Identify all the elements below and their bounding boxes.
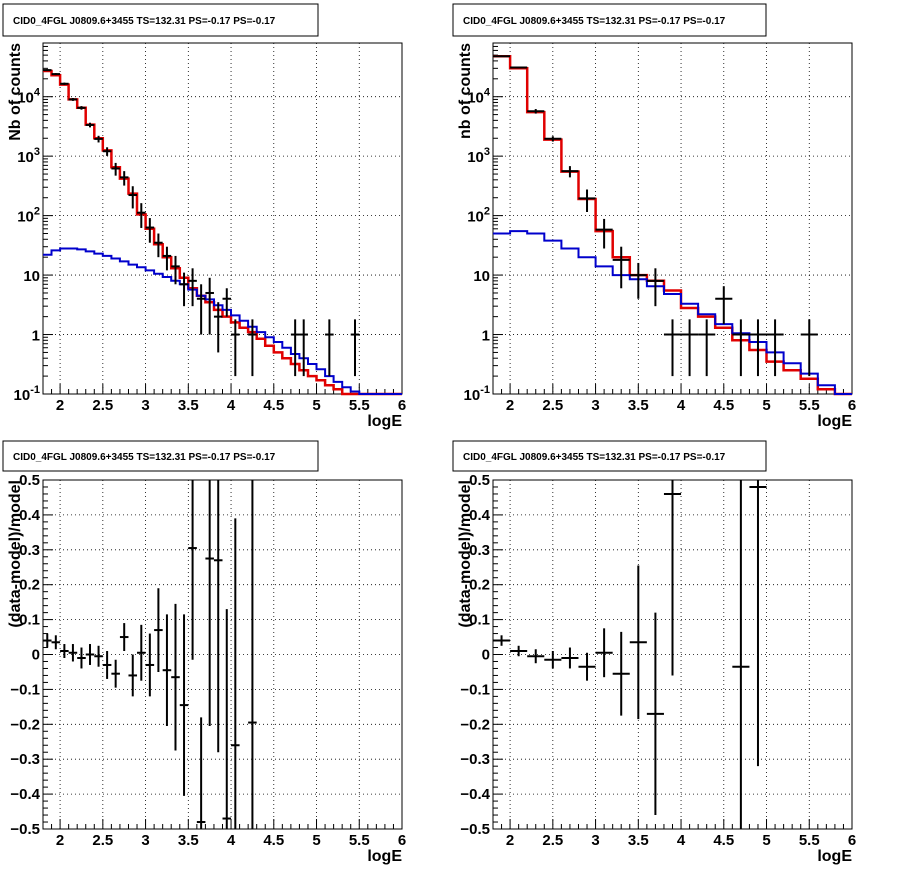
x-tick-label: 4 bbox=[677, 397, 686, 414]
background-model-histogram bbox=[43, 247, 402, 395]
y-tick-label: 1 bbox=[32, 328, 40, 345]
chart-title: CID0_4FGL J0809.6+3455 TS=132.31 PS=-0.1… bbox=[13, 452, 276, 463]
x-tick-label: 2.5 bbox=[92, 832, 113, 849]
x-tick-label: 6 bbox=[848, 832, 856, 849]
y-tick-label: 10 bbox=[473, 268, 490, 285]
x-tick-label: 5 bbox=[762, 832, 770, 849]
chart-panel-4: CID0_4FGL J0809.6+3455 TS=132.31 PS=-0.1… bbox=[452, 440, 856, 865]
x-tick-label: 3 bbox=[141, 832, 149, 849]
x-tick-label: 6 bbox=[398, 832, 406, 849]
x-tick-label: 2.5 bbox=[542, 397, 563, 414]
chart-panel-1: CID0_4FGL J0809.6+3455 TS=132.31 PS=-0.1… bbox=[2, 3, 406, 430]
y-tick-label: 0.3 bbox=[469, 542, 490, 559]
title-box bbox=[2, 3, 319, 37]
y-tick-label: 0.5 bbox=[469, 472, 490, 489]
plot-frame bbox=[42, 42, 403, 395]
background-model-histogram bbox=[493, 230, 852, 395]
y-tick-label: −0.5 bbox=[460, 821, 490, 838]
y-tick-label: 0.4 bbox=[469, 507, 491, 524]
chart-title: CID0_4FGL J0809.6+3455 TS=132.31 PS=-0.1… bbox=[463, 16, 726, 27]
y-tick-label: 103 bbox=[467, 146, 490, 166]
y-tick-label: 10 bbox=[23, 268, 40, 285]
x-tick-label: 5 bbox=[762, 397, 770, 414]
y-tick-label: −0.1 bbox=[460, 681, 490, 698]
x-tick-label: 3 bbox=[591, 397, 599, 414]
chart-title: CID0_4FGL J0809.6+3455 TS=132.31 PS=-0.1… bbox=[13, 16, 276, 27]
y-tick-label: −0.1 bbox=[10, 681, 40, 698]
x-tick-label: 5 bbox=[312, 397, 320, 414]
y-tick-label: 10-1 bbox=[14, 384, 40, 404]
y-tick-label: −0.4 bbox=[10, 786, 40, 803]
x-tick-label: 5 bbox=[312, 832, 320, 849]
x-axis-label: logE bbox=[367, 413, 402, 430]
y-tick-label: 0.2 bbox=[469, 577, 490, 594]
x-tick-label: 2.5 bbox=[542, 832, 563, 849]
x-tick-label: 6 bbox=[398, 397, 406, 414]
y-tick-label: −0.2 bbox=[460, 716, 490, 733]
total-model-histogram bbox=[43, 69, 402, 396]
y-tick-label: 0 bbox=[482, 647, 490, 664]
x-tick-label: 3.5 bbox=[628, 397, 649, 414]
chart-title: CID0_4FGL J0809.6+3455 TS=132.31 PS=-0.1… bbox=[463, 452, 726, 463]
y-tick-label: 0 bbox=[32, 647, 40, 664]
x-tick-label: 4 bbox=[227, 832, 236, 849]
y-axis-label: nb of counts bbox=[457, 43, 474, 139]
x-tick-label: 2 bbox=[56, 397, 64, 414]
y-axis-label: Nb of counts bbox=[7, 43, 24, 141]
x-tick-label: 3.5 bbox=[178, 832, 199, 849]
chart-panel-2: CID0_4FGL J0809.6+3455 TS=132.31 PS=-0.1… bbox=[452, 3, 856, 430]
x-tick-label: 6 bbox=[848, 397, 856, 414]
title-box bbox=[452, 440, 767, 472]
x-tick-label: 5.5 bbox=[349, 832, 370, 849]
x-tick-label: 2 bbox=[506, 397, 514, 414]
y-tick-label: 102 bbox=[467, 206, 490, 226]
x-tick-label: 3 bbox=[591, 832, 599, 849]
y-tick-label: 0.3 bbox=[19, 542, 40, 559]
y-tick-label: −0.4 bbox=[460, 786, 490, 803]
chart-panel-3: CID0_4FGL J0809.6+3455 TS=132.31 PS=-0.1… bbox=[2, 440, 406, 865]
x-axis-label: logE bbox=[817, 848, 852, 865]
y-tick-label: 0.4 bbox=[19, 507, 41, 524]
y-tick-label: 103 bbox=[17, 146, 40, 166]
x-tick-label: 5.5 bbox=[799, 832, 820, 849]
y-tick-label: 102 bbox=[17, 206, 40, 226]
y-tick-label: −0.5 bbox=[10, 821, 40, 838]
x-tick-label: 3 bbox=[141, 397, 149, 414]
x-tick-label: 5.5 bbox=[799, 397, 820, 414]
x-tick-label: 2 bbox=[506, 832, 514, 849]
x-tick-label: 4 bbox=[677, 832, 686, 849]
x-tick-label: 2 bbox=[56, 832, 64, 849]
y-tick-label: −0.3 bbox=[10, 751, 40, 768]
title-box bbox=[452, 3, 767, 37]
y-tick-label: 0.2 bbox=[19, 577, 40, 594]
x-tick-label: 3.5 bbox=[628, 832, 649, 849]
x-tick-label: 5.5 bbox=[349, 397, 370, 414]
y-axis-label: (data-model)/model bbox=[457, 480, 474, 628]
x-axis-label: logE bbox=[817, 413, 852, 430]
y-tick-label: −0.3 bbox=[460, 751, 490, 768]
y-tick-label: 0.1 bbox=[19, 612, 40, 629]
plot-frame bbox=[42, 479, 403, 830]
x-tick-label: 4 bbox=[227, 397, 236, 414]
y-tick-label: 104 bbox=[17, 87, 41, 107]
x-tick-label: 4.5 bbox=[263, 397, 284, 414]
y-tick-label: 1 bbox=[482, 328, 490, 345]
y-tick-label: 0.5 bbox=[19, 472, 40, 489]
x-tick-label: 4.5 bbox=[263, 832, 284, 849]
x-axis-label: logE bbox=[367, 848, 402, 865]
x-tick-label: 4.5 bbox=[713, 832, 734, 849]
x-tick-label: 3.5 bbox=[178, 397, 199, 414]
y-tick-label: 104 bbox=[467, 87, 491, 107]
y-tick-label: 10-1 bbox=[464, 384, 490, 404]
y-axis-label: (data-model)/model bbox=[7, 480, 24, 628]
y-tick-label: −0.2 bbox=[10, 716, 40, 733]
x-tick-label: 4.5 bbox=[713, 397, 734, 414]
title-box bbox=[2, 440, 319, 472]
x-tick-label: 2.5 bbox=[92, 397, 113, 414]
y-tick-label: 0.1 bbox=[469, 612, 490, 629]
